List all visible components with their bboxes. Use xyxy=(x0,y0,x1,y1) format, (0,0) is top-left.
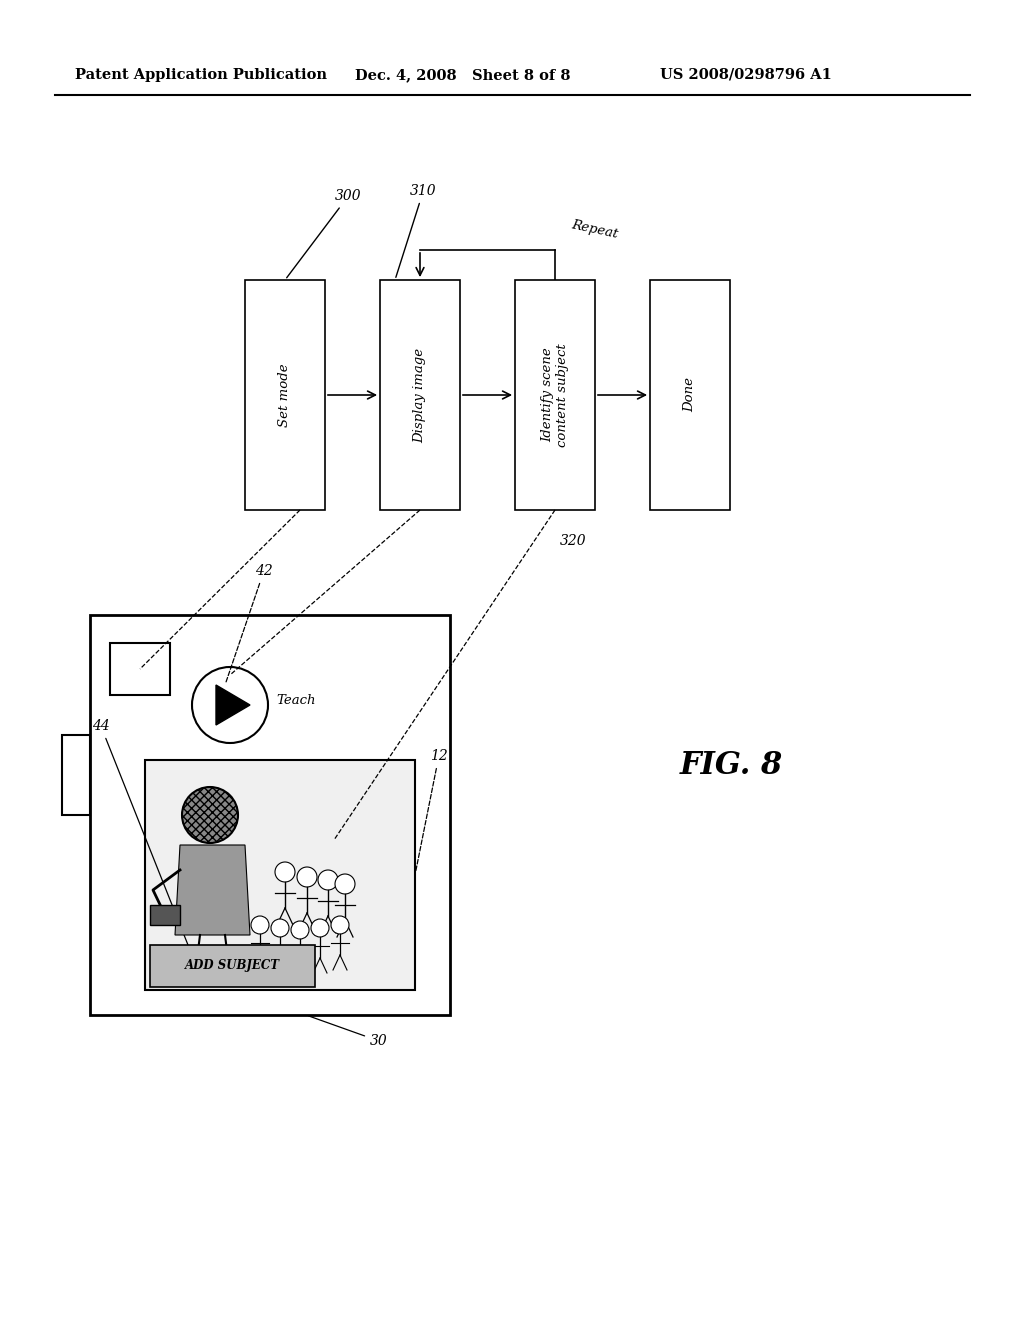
Circle shape xyxy=(318,870,338,890)
Bar xyxy=(62,735,90,814)
Text: 310: 310 xyxy=(396,183,436,277)
Text: 320: 320 xyxy=(560,535,587,548)
Text: Identify scene
content subject: Identify scene content subject xyxy=(541,343,569,447)
Text: Teach: Teach xyxy=(276,693,315,706)
Text: Dec. 4, 2008   Sheet 8 of 8: Dec. 4, 2008 Sheet 8 of 8 xyxy=(355,69,570,82)
Text: Done: Done xyxy=(683,378,696,412)
Circle shape xyxy=(193,667,268,743)
Bar xyxy=(110,643,170,696)
Circle shape xyxy=(275,862,295,882)
Text: Patent Application Publication: Patent Application Publication xyxy=(75,69,327,82)
Bar xyxy=(650,280,730,510)
Circle shape xyxy=(291,921,309,939)
Text: FIG. 8: FIG. 8 xyxy=(680,750,783,780)
Text: Set mode: Set mode xyxy=(279,363,292,426)
Circle shape xyxy=(271,919,289,937)
Text: 300: 300 xyxy=(287,189,361,277)
Circle shape xyxy=(251,916,269,935)
Text: 44: 44 xyxy=(92,719,189,948)
Text: ADD SUBJECT: ADD SUBJECT xyxy=(185,960,280,973)
Text: 30: 30 xyxy=(308,1016,388,1048)
Circle shape xyxy=(331,916,349,935)
Circle shape xyxy=(335,874,355,894)
Bar xyxy=(245,280,325,510)
Bar xyxy=(515,280,595,510)
Circle shape xyxy=(311,919,329,937)
Text: 42: 42 xyxy=(226,564,272,682)
Bar xyxy=(150,945,315,987)
Text: Display image: Display image xyxy=(414,347,427,442)
Text: Repeat: Repeat xyxy=(570,219,620,242)
Text: 12: 12 xyxy=(416,748,447,873)
Circle shape xyxy=(297,867,317,887)
Bar xyxy=(145,760,415,990)
Circle shape xyxy=(182,787,238,843)
Bar xyxy=(90,615,450,1015)
Polygon shape xyxy=(175,845,250,935)
Text: US 2008/0298796 A1: US 2008/0298796 A1 xyxy=(660,69,831,82)
Bar xyxy=(380,280,460,510)
Bar xyxy=(150,906,180,925)
Polygon shape xyxy=(216,685,250,725)
